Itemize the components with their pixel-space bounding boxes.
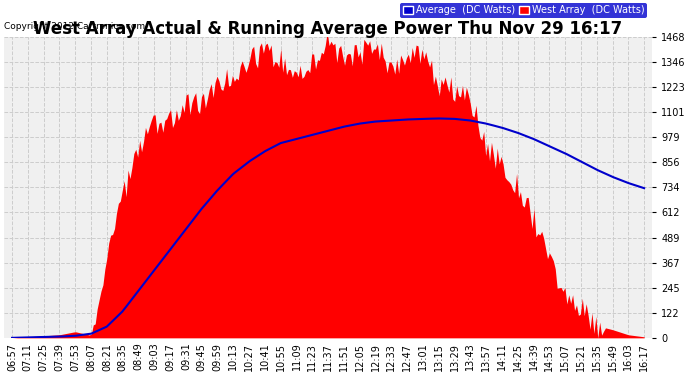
Text: Copyright 2012 Cartronics.com: Copyright 2012 Cartronics.com: [4, 22, 146, 31]
Legend: Average  (DC Watts), West Array  (DC Watts): Average (DC Watts), West Array (DC Watts…: [400, 3, 647, 18]
Title: West Array Actual & Running Average Power Thu Nov 29 16:17: West Array Actual & Running Average Powe…: [34, 20, 623, 38]
